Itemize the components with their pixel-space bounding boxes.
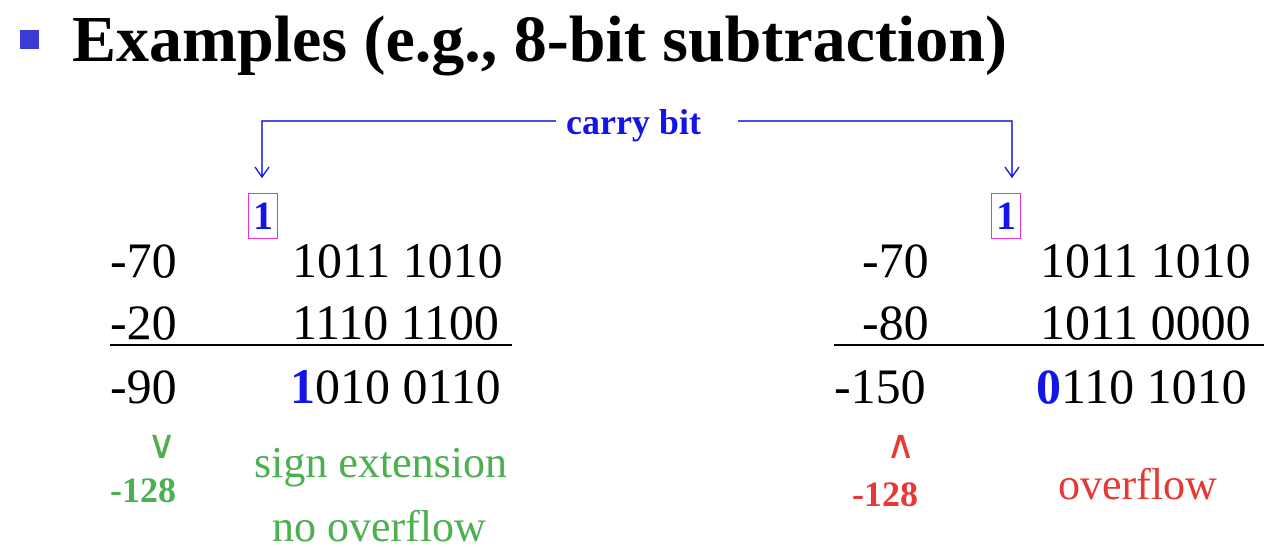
left-operand2-decimal: -20 <box>110 294 177 350</box>
right-operand2-binary: 1011 0000 <box>1040 294 1251 350</box>
carry-arrow-right <box>738 120 1013 176</box>
right-result-binary: 0110 1010 <box>1036 358 1247 414</box>
left-compare-symbol: ∨ <box>147 422 177 468</box>
right-note: overflow <box>1058 460 1217 509</box>
left-operand1-binary: 1011 1010 <box>292 232 503 288</box>
left-carry-box: 1 <box>248 193 278 239</box>
left-bound-value: -128 <box>110 470 176 510</box>
right-result-decimal: -150 <box>834 358 926 414</box>
carry-arrowhead-left <box>254 166 270 179</box>
slide-title: Examples (e.g., 8-bit subtraction) <box>72 3 1007 76</box>
left-note-line2: no overflow <box>272 502 486 551</box>
right-carry-box: 1 <box>991 193 1021 239</box>
left-note-line1: sign extension <box>254 438 507 487</box>
left-operand1-decimal: -70 <box>110 232 177 288</box>
bullet-square-icon <box>20 30 39 49</box>
right-sum-rule <box>834 344 1264 346</box>
left-sum-rule <box>110 344 512 346</box>
left-result-sign-bit: 1 <box>290 358 315 414</box>
left-operand2-binary: 1110 1100 <box>292 294 499 350</box>
carry-bit-label: carry bit <box>566 102 701 142</box>
right-operand2-decimal: -80 <box>862 294 929 350</box>
right-result-sign-bit: 0 <box>1036 358 1061 414</box>
right-compare-symbol: ∧ <box>886 422 916 468</box>
carry-arrowhead-right <box>1004 166 1020 179</box>
left-result-rest: 010 0110 <box>315 358 501 414</box>
right-result-rest: 110 1010 <box>1061 358 1247 414</box>
left-result-decimal: -90 <box>110 358 177 414</box>
right-operand1-binary: 1011 1010 <box>1040 232 1251 288</box>
right-bound-value: -128 <box>852 474 918 514</box>
left-result-binary: 1010 0110 <box>290 358 501 414</box>
carry-arrow-left <box>261 120 556 176</box>
right-operand1-decimal: -70 <box>862 232 929 288</box>
